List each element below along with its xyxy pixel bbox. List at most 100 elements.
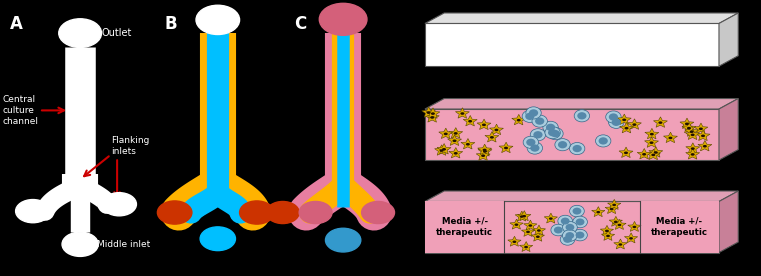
Ellipse shape <box>466 143 470 146</box>
Text: PSC/PANC-1/PSC  trilayer patterning in ECM: PSC/PANC-1/PSC trilayer patterning in EC… <box>488 174 684 183</box>
Circle shape <box>522 110 537 123</box>
Polygon shape <box>645 128 659 139</box>
Text: After  PSCs contract and displace  ECM: After PSCs contract and displace ECM <box>498 266 674 275</box>
Polygon shape <box>517 211 531 221</box>
Polygon shape <box>425 201 505 253</box>
Polygon shape <box>463 115 477 126</box>
Circle shape <box>299 201 332 224</box>
Circle shape <box>240 201 274 224</box>
Polygon shape <box>425 112 439 122</box>
Circle shape <box>102 193 136 216</box>
Polygon shape <box>455 108 470 118</box>
Ellipse shape <box>514 224 518 226</box>
Ellipse shape <box>512 241 516 243</box>
Circle shape <box>563 236 572 243</box>
Ellipse shape <box>624 152 628 154</box>
Polygon shape <box>521 226 535 237</box>
Circle shape <box>532 115 547 127</box>
Ellipse shape <box>691 134 695 136</box>
Circle shape <box>529 109 538 116</box>
Circle shape <box>578 112 587 120</box>
Polygon shape <box>439 128 453 139</box>
Polygon shape <box>680 118 694 129</box>
Circle shape <box>555 139 570 151</box>
Polygon shape <box>437 144 451 154</box>
Polygon shape <box>686 143 700 153</box>
Ellipse shape <box>520 215 524 218</box>
Ellipse shape <box>482 148 486 151</box>
Circle shape <box>596 135 611 147</box>
Ellipse shape <box>622 118 626 121</box>
Ellipse shape <box>689 130 694 133</box>
Polygon shape <box>613 219 626 229</box>
Text: Central culture channel before loading: Central culture channel before loading <box>498 80 673 89</box>
Ellipse shape <box>699 128 703 130</box>
Polygon shape <box>649 147 663 157</box>
Polygon shape <box>524 220 537 230</box>
Circle shape <box>554 227 562 233</box>
Polygon shape <box>425 13 738 23</box>
Text: B: B <box>164 15 177 33</box>
Polygon shape <box>425 109 719 160</box>
Circle shape <box>558 141 567 148</box>
Circle shape <box>196 5 240 34</box>
Ellipse shape <box>442 148 446 151</box>
Circle shape <box>526 107 541 119</box>
Ellipse shape <box>654 151 658 154</box>
Circle shape <box>609 116 624 128</box>
Circle shape <box>535 118 544 125</box>
Ellipse shape <box>658 121 662 124</box>
Polygon shape <box>619 122 634 133</box>
Polygon shape <box>449 147 463 158</box>
Circle shape <box>569 205 584 217</box>
Ellipse shape <box>651 154 655 156</box>
Polygon shape <box>682 122 696 133</box>
Polygon shape <box>511 114 526 125</box>
Circle shape <box>533 131 543 138</box>
Circle shape <box>606 111 621 123</box>
Polygon shape <box>476 150 490 160</box>
Polygon shape <box>719 191 738 253</box>
Circle shape <box>575 110 590 122</box>
Circle shape <box>320 3 367 35</box>
Ellipse shape <box>524 246 528 248</box>
Polygon shape <box>499 142 513 153</box>
Ellipse shape <box>687 127 691 129</box>
Circle shape <box>573 216 587 228</box>
Polygon shape <box>478 145 492 156</box>
Circle shape <box>266 201 299 224</box>
Circle shape <box>158 201 192 224</box>
Ellipse shape <box>597 211 600 213</box>
Polygon shape <box>449 128 463 138</box>
Ellipse shape <box>650 133 654 136</box>
Ellipse shape <box>619 243 622 246</box>
Ellipse shape <box>481 154 486 157</box>
Ellipse shape <box>649 141 654 144</box>
Circle shape <box>609 113 618 121</box>
Text: A: A <box>11 15 23 33</box>
Ellipse shape <box>468 120 472 123</box>
Polygon shape <box>485 132 499 142</box>
Circle shape <box>562 230 577 241</box>
Polygon shape <box>639 201 719 253</box>
Ellipse shape <box>453 139 457 142</box>
Polygon shape <box>637 148 651 159</box>
Ellipse shape <box>495 129 498 131</box>
Polygon shape <box>605 204 619 214</box>
Ellipse shape <box>625 127 629 129</box>
Ellipse shape <box>685 123 689 125</box>
Polygon shape <box>654 117 667 127</box>
Polygon shape <box>478 144 492 155</box>
Ellipse shape <box>482 124 486 126</box>
Text: Central
culture
channel: Central culture channel <box>2 95 38 126</box>
Circle shape <box>572 208 581 214</box>
Polygon shape <box>619 147 633 158</box>
Circle shape <box>572 229 587 241</box>
Ellipse shape <box>517 119 521 121</box>
Polygon shape <box>508 236 521 246</box>
Polygon shape <box>719 13 738 66</box>
Polygon shape <box>628 221 641 232</box>
Polygon shape <box>686 129 699 140</box>
Circle shape <box>543 121 559 133</box>
Circle shape <box>527 142 543 154</box>
